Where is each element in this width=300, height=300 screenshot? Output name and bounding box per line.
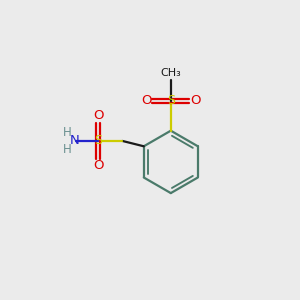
Text: O: O xyxy=(141,94,152,107)
Text: H: H xyxy=(63,143,72,156)
Text: S: S xyxy=(167,94,175,107)
Text: O: O xyxy=(190,94,200,107)
Text: O: O xyxy=(93,159,103,172)
Text: N: N xyxy=(69,134,79,147)
Text: H: H xyxy=(63,126,72,139)
Text: CH₃: CH₃ xyxy=(160,68,181,78)
Text: O: O xyxy=(93,110,103,122)
Text: S: S xyxy=(94,134,102,147)
